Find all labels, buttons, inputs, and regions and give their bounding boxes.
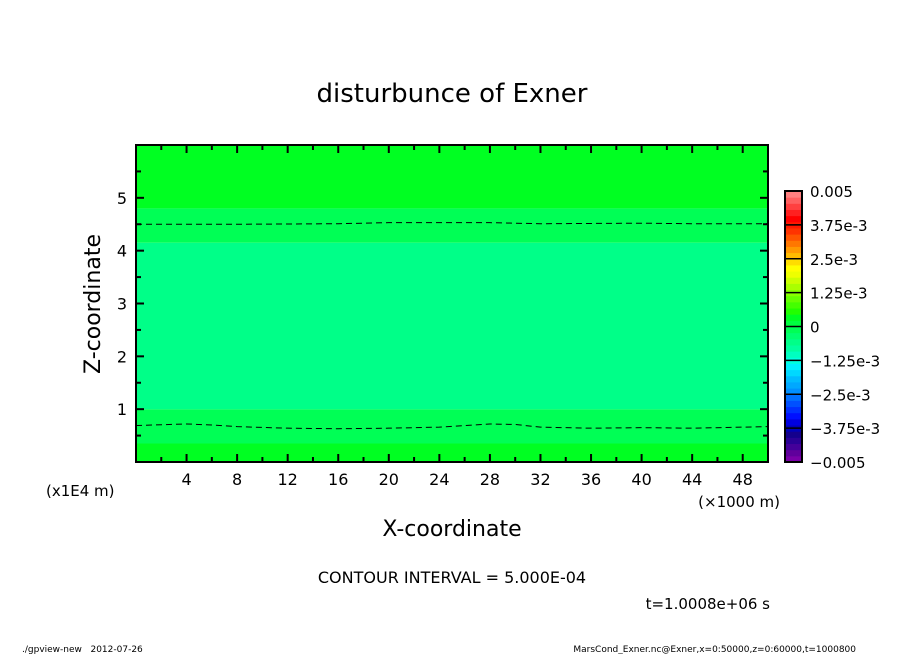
colorbar-swatch — [785, 314, 802, 321]
contour-line — [136, 222, 768, 225]
x-tick-label: 32 — [530, 470, 550, 489]
colorbar-swatch — [785, 406, 802, 414]
x-tick-label: 16 — [328, 470, 348, 489]
y-tick-label: 2 — [117, 347, 127, 366]
x-tick-label: 48 — [733, 470, 753, 489]
colorbar-swatch — [785, 351, 802, 358]
y-tick-label: 4 — [117, 242, 127, 261]
colorbar-label: 0.005 — [810, 183, 853, 201]
colorbar-label: −3.75e-3 — [810, 420, 880, 438]
x-axis-label: X-coordinate — [382, 517, 521, 542]
colorbar-swatch — [785, 209, 802, 217]
colorbar-swatch — [785, 320, 802, 327]
colorbar-label: 3.75e-3 — [810, 217, 868, 235]
x-tick-labels: 4 8 12 16 20 24 28 32 36 40 44 48 — [181, 470, 752, 489]
colorbar-swatch — [785, 394, 802, 401]
chart-title: disturbunce of Exner — [317, 79, 588, 109]
colorbar-swatch — [785, 283, 802, 291]
x-tick-label: 20 — [379, 470, 399, 489]
y-axis-label: Z-coordinate — [81, 234, 106, 374]
footer-left: ./gpview-new 2012-07-26 — [22, 645, 143, 654]
colorbar-swatch — [785, 203, 802, 210]
colorbar-swatch — [785, 431, 802, 438]
contour-lines — [135, 222, 769, 430]
contour-interval-label: CONTOUR INTERVAL = 5.000E-04 — [318, 568, 586, 587]
colorbar-label: 0 — [810, 319, 820, 337]
colorbar-swatch — [785, 338, 802, 346]
colorbar-swatch — [785, 443, 802, 451]
x-tick-label: 4 — [181, 470, 191, 489]
colorbar-swatch — [785, 332, 802, 340]
colorbar-swatch — [785, 301, 802, 309]
colorbar-swatch — [785, 191, 802, 198]
footer-right: MarsCond_Exner.nc@Exner,x=0:50000,z=0:60… — [573, 645, 856, 654]
colorbar-swatch — [785, 412, 802, 420]
colorbar-swatch — [785, 227, 802, 235]
contour-line — [135, 423, 769, 430]
colorbar-swatch — [785, 400, 802, 408]
colorbar-swatch — [785, 455, 802, 463]
colorbar-label: −0.005 — [810, 454, 866, 472]
colorbar-swatch — [785, 295, 802, 303]
y-tick-labels: 1 2 3 4 5 — [117, 189, 127, 419]
contour-band — [136, 242, 768, 410]
contour-band — [136, 443, 768, 462]
colorbar-swatch — [785, 240, 802, 247]
colorbar-swatch — [785, 375, 802, 383]
colorbar-swatch — [785, 326, 802, 334]
colorbar-swatch — [785, 258, 802, 266]
colorbar-swatch — [785, 252, 802, 260]
contour-band — [136, 145, 768, 209]
time-label: t=1.0008e+06 s — [646, 595, 771, 613]
colorbar-swatch — [785, 277, 802, 284]
colorbar-frame — [784, 190, 803, 463]
y-tick-label: 1 — [117, 400, 127, 419]
x-tick-label: 40 — [631, 470, 651, 489]
x-tick-label: 24 — [429, 470, 449, 489]
axis-ticks — [136, 145, 768, 462]
colorbar-swatch — [785, 437, 802, 445]
colorbar-swatch — [785, 344, 802, 352]
colorbar-swatch — [785, 264, 802, 272]
colorbar-label: −2.5e-3 — [810, 386, 871, 404]
colorbar-swatch — [785, 449, 802, 457]
colorbar: −0.005 −3.75e-3 −2.5e-3 −1.25e-3 0 1.25e-3 2.5… — [784, 183, 880, 472]
colorbar-swatch — [785, 369, 802, 377]
colorbar-swatch — [785, 381, 802, 389]
contour-band — [136, 208, 768, 243]
colorbar-label: 2.5e-3 — [810, 251, 858, 269]
colorbar-swatch — [785, 308, 802, 315]
colorbar-swatch — [785, 246, 802, 254]
x-tick-label: 36 — [581, 470, 601, 489]
colorbar-swatch — [785, 418, 802, 426]
colorbar-swatch — [785, 197, 802, 204]
colorbar-swatch — [785, 388, 802, 395]
y-tick-label: 5 — [117, 189, 127, 208]
plot-area — [136, 145, 768, 462]
x-tick-label: 44 — [682, 470, 702, 489]
colorbar-swatch — [785, 215, 802, 223]
x-tick-label: 28 — [480, 470, 500, 489]
colorbar-label: 1.25e-3 — [810, 285, 868, 303]
y-tick-label: 3 — [117, 295, 127, 314]
colorbar-swatch — [785, 363, 802, 371]
x-unit-label: (×1000 m) — [698, 493, 780, 511]
y-unit-label: (x1E4 m) — [46, 482, 115, 500]
x-tick-label: 12 — [278, 470, 298, 489]
colorbar-swatch — [785, 234, 802, 241]
x-tick-label: 8 — [232, 470, 242, 489]
colorbar-swatch — [785, 271, 802, 278]
colorbar-label: −1.25e-3 — [810, 352, 880, 370]
